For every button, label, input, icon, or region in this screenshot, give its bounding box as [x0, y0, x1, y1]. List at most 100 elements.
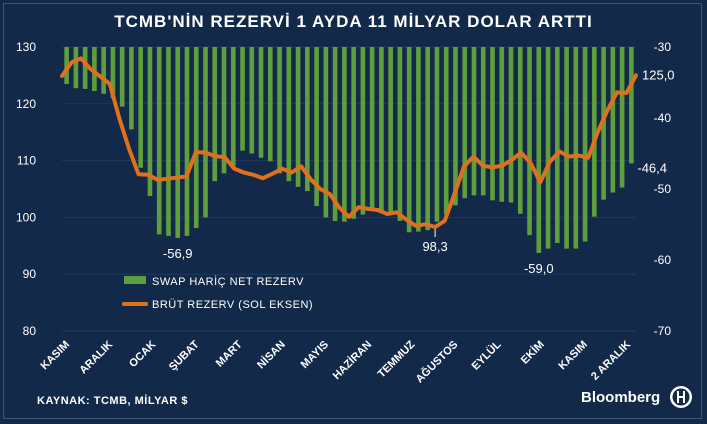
chart-title: TCMB'NİN REZERVİ 1 AYDA 11 MİLYAR DOLAR … [114, 12, 593, 31]
x-tick-label: AĞUSTOS [413, 338, 461, 386]
right-tick-label: -60 [654, 253, 672, 267]
bar [369, 47, 375, 211]
source-note: KAYNAK: TCMB, MİLYAR $ [37, 395, 188, 407]
bar [592, 47, 597, 217]
x-tick-label: MAYIS [299, 339, 331, 371]
bar [443, 47, 449, 215]
bar [610, 47, 616, 193]
x-tick-label: NİSAN [254, 338, 287, 371]
line-series [60, 56, 638, 230]
bar [545, 47, 551, 249]
right-tick-label: -30 [654, 40, 672, 54]
right-tick-label: -50 [654, 182, 672, 196]
bar [230, 47, 236, 167]
x-tick-label: KASIM [556, 339, 590, 373]
right-tick-label: -70 [654, 324, 672, 338]
bar [406, 47, 412, 233]
right-axis-ticks: -30 -40 -50 -60 -70 [654, 40, 672, 338]
x-tick-label: TEMMUZ [376, 338, 418, 380]
bar-annotation: -56,9 [163, 246, 193, 261]
chart-frame [3, 3, 702, 419]
bar [323, 47, 329, 218]
bar [462, 47, 468, 199]
x-tick-label: OCAK [127, 339, 158, 370]
bar [175, 47, 181, 238]
bar [416, 47, 421, 232]
bar [82, 47, 88, 89]
legend-swatch-bars [124, 276, 146, 284]
x-tick-label: EKİM [518, 338, 547, 367]
bar [517, 47, 523, 214]
brand-logo: Bloomberg [581, 389, 661, 406]
left-tick-label: 130 [16, 40, 36, 54]
x-tick-label: MART [214, 338, 245, 369]
bar [564, 47, 569, 249]
bar [453, 47, 458, 206]
left-tick-label: 90 [23, 267, 37, 281]
bar [258, 47, 264, 158]
bar [64, 47, 69, 84]
bar-series [64, 47, 634, 253]
bar [221, 47, 227, 174]
bar [629, 47, 634, 164]
bar [277, 47, 282, 174]
annotations: -56,9 -59,0 -46,4 98,3 125,0 [163, 67, 675, 276]
x-axis-ticks: KASIM ARALIK OCAK ŞUBAT MART NİSAN MAYIS HAZİRA… [39, 338, 634, 386]
bar [295, 47, 301, 187]
bar [166, 47, 171, 236]
bar [110, 47, 116, 99]
bar [434, 47, 440, 222]
left-axis-ticks: 130 120 110 100 90 80 [16, 40, 36, 338]
left-tick-label: 120 [16, 97, 36, 111]
bar-annotation: -46,4 [637, 160, 667, 175]
x-tick-label: ARALIK [77, 339, 115, 377]
bar [425, 47, 431, 231]
left-tick-label: 110 [17, 154, 36, 168]
bar [536, 47, 542, 253]
bar-annotation: -59,0 [524, 261, 554, 276]
bar [332, 47, 338, 221]
bar [388, 47, 393, 214]
bar [573, 47, 579, 249]
bar [92, 47, 97, 92]
bar [471, 47, 477, 196]
bar [342, 47, 347, 222]
bar [147, 47, 153, 197]
bar [305, 47, 310, 192]
legend-label-bars: SWAP HARİÇ NET REZERV [152, 275, 304, 288]
bar [480, 47, 486, 196]
bar [499, 47, 505, 202]
x-tick-label: ŞUBAT [167, 338, 202, 373]
line-annotation: 98,3 [422, 239, 447, 254]
bar [138, 47, 144, 168]
legend: SWAP HARİÇ NET REZERV BRÜT REZERV (SOL E… [122, 275, 313, 311]
x-tick-label: EYLÜL [469, 338, 504, 373]
bar [119, 47, 125, 107]
bar [314, 47, 319, 207]
bar [397, 47, 403, 221]
bar [193, 47, 199, 229]
bar [490, 47, 495, 201]
left-tick-label: 100 [16, 210, 36, 224]
seal-icon [670, 386, 692, 408]
line-path [60, 56, 638, 230]
left-tick-label: 80 [23, 324, 37, 338]
x-tick-label: KASIM [39, 339, 73, 373]
bar [508, 47, 514, 203]
x-tick-label: HAZİRAN [330, 338, 374, 382]
bar [73, 47, 79, 89]
bar [351, 47, 356, 219]
bar [184, 47, 190, 236]
bar [582, 47, 588, 242]
x-tick-label: 2 ARALIK [589, 339, 633, 383]
bar [527, 47, 532, 236]
bar [619, 47, 625, 188]
bar [129, 47, 134, 130]
line-annotation: 125,0 [642, 67, 675, 82]
bar [156, 47, 162, 235]
bar [554, 47, 560, 243]
bar [249, 47, 255, 154]
right-tick-label: -40 [654, 111, 672, 125]
bar [203, 47, 208, 218]
